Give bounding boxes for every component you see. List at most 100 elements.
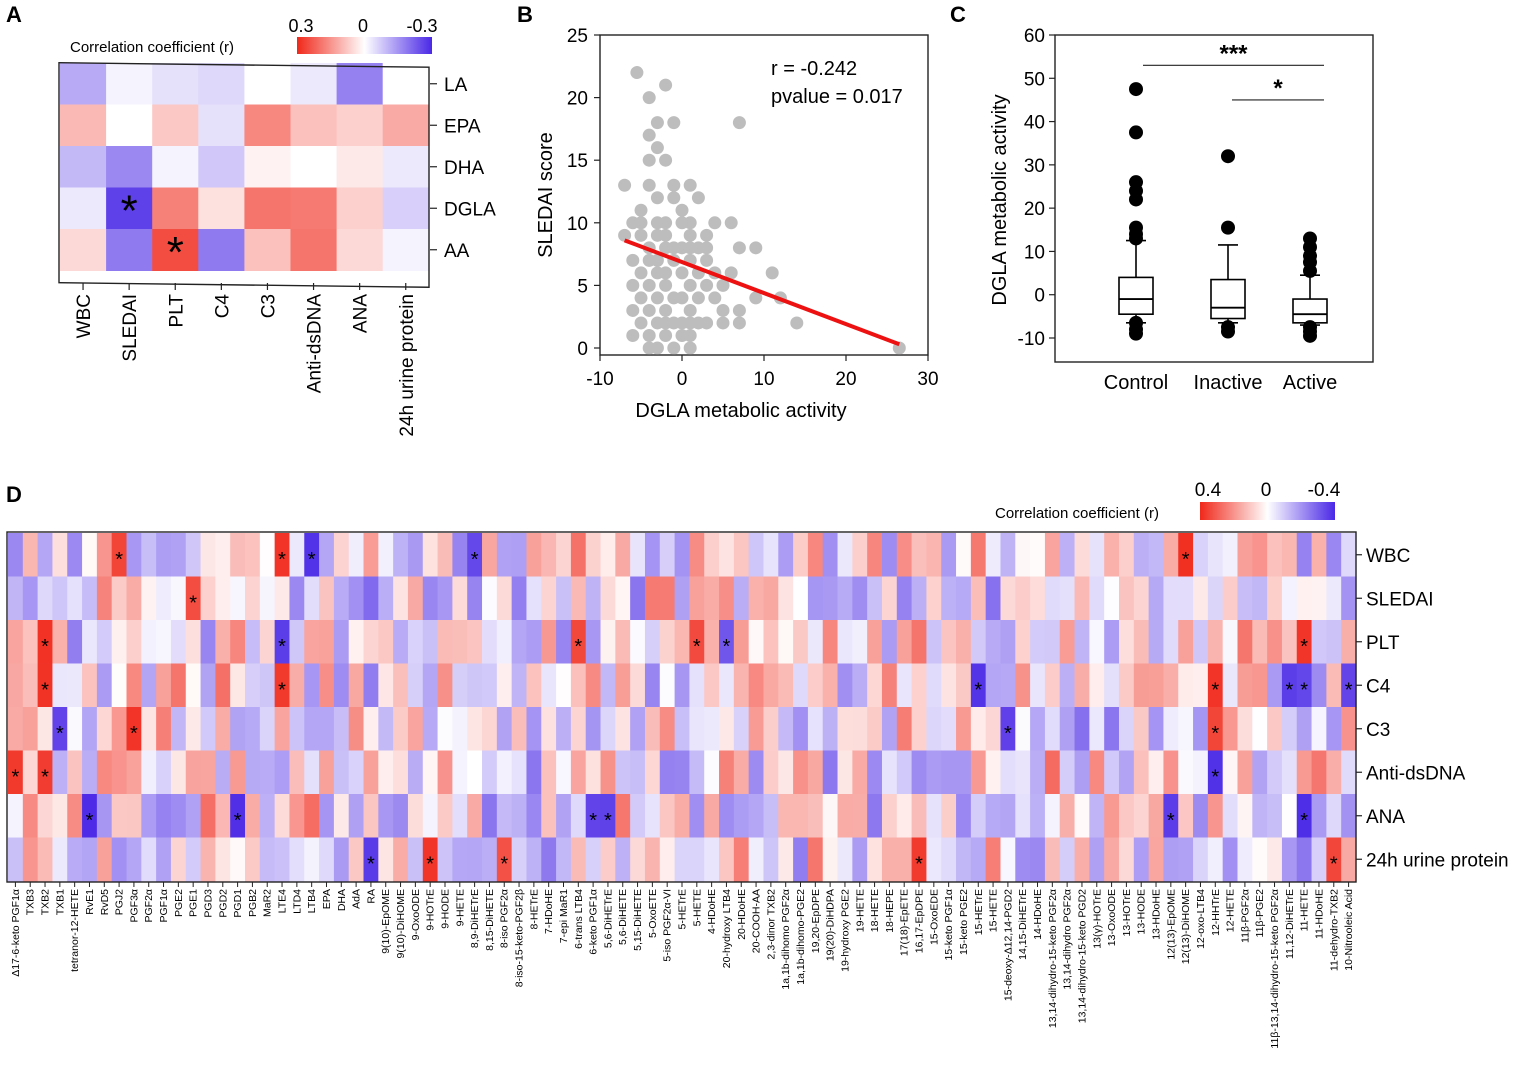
- heatmap-d-cell: [348, 750, 365, 795]
- heatmap-d-cell: [67, 576, 83, 621]
- heatmap-d-col-label: 15-OxoEDE: [928, 889, 940, 945]
- panel-letter-c: C: [950, 2, 966, 27]
- heatmap-d-cell: [245, 750, 261, 795]
- heatmap-d-cell: [348, 837, 365, 882]
- heatmap-d-cell: [156, 794, 172, 839]
- heatmap-d-cell: [1030, 533, 1046, 578]
- heatmap-d-cell: [1296, 663, 1313, 708]
- heatmap-d-cell: [422, 750, 439, 795]
- heatmap-d-cell: [526, 663, 542, 708]
- heatmap-d-cell: [200, 750, 216, 795]
- heatmap-d-cell: [556, 663, 572, 708]
- heatmap-d-cell: [1252, 837, 1268, 882]
- heatmap-d-cell: [852, 576, 868, 621]
- heatmap-d-cell: [422, 837, 439, 882]
- heatmap-d-cell: [200, 576, 216, 621]
- heatmap-d-cell: [926, 794, 942, 839]
- heatmap-d-cell: [467, 576, 483, 621]
- heatmap-d-cell: [482, 620, 498, 665]
- heatmap-d-cell: [674, 837, 691, 882]
- heatmap-d-cell: [659, 620, 676, 665]
- heatmap-d-col-label: 6-trans LTB4: [573, 889, 585, 949]
- heatmap-d-cell: [970, 620, 987, 665]
- heatmap-d-cell: [274, 794, 291, 839]
- heatmap-d-cell: [689, 750, 705, 795]
- heatmap-d-cell: [778, 620, 794, 665]
- heatmap-d-cell: [482, 576, 498, 621]
- heatmap-d-cell: [852, 533, 868, 578]
- heatmap-a-cell: [60, 229, 107, 271]
- heatmap-d-cell: [393, 794, 409, 839]
- heatmap-d-cell: [482, 837, 498, 882]
- heatmap-d-star: *: [56, 723, 64, 745]
- scatter-point: [790, 316, 804, 330]
- heatmap-a-cell: [382, 146, 430, 188]
- heatmap-d-cell: [245, 576, 261, 621]
- heatmap-d-cell: [615, 794, 631, 839]
- heatmap-d-cell: [170, 794, 187, 839]
- heatmap-d-cell: [407, 707, 424, 752]
- heatmap-d-cell: [126, 576, 142, 621]
- heatmap-d-cell: [807, 837, 824, 882]
- heatmap-d-cell: [496, 620, 513, 665]
- heatmap-a-star: *: [167, 228, 184, 277]
- heatmap-d-cell: [215, 750, 231, 795]
- heatmap-d-cell: [82, 794, 98, 839]
- heatmap-d-cell: [437, 794, 453, 839]
- scatter-point: [634, 266, 648, 280]
- heatmap-d-col-label: 5-HETE: [691, 889, 703, 926]
- heatmap-d-cell: [896, 576, 913, 621]
- heatmap-d-cell: [1207, 620, 1224, 665]
- significance-label: ***: [1219, 40, 1248, 67]
- heatmap-d-cell: [333, 707, 350, 752]
- heatmap-a-cell: [106, 229, 153, 271]
- heatmap-d-cell: [185, 663, 202, 708]
- heatmap-d-cell: [1222, 837, 1239, 882]
- heatmap-a-col-label: C3: [258, 294, 279, 318]
- heatmap-d-cell: [1237, 707, 1253, 752]
- heatmap-d-cell: [422, 533, 439, 578]
- heatmap-d-cell: [482, 707, 498, 752]
- scatter-point: [659, 216, 673, 230]
- heatmap-d-cell: [348, 663, 365, 708]
- heatmap-d-cell: [1148, 663, 1165, 708]
- heatmap-d-col-label: 12-HETE: [1225, 889, 1237, 932]
- heatmap-d-cell: [378, 663, 394, 708]
- heatmap-d-cell: [704, 663, 720, 708]
- heatmap-d-cell: [1044, 576, 1061, 621]
- heatmap-d-cell: [1030, 837, 1046, 882]
- heatmap-d-cell: [985, 533, 1002, 578]
- heatmap-d-col-label: 20-COOH-AA: [751, 889, 763, 953]
- heatmap-d-col-label: 9-HETE: [454, 889, 466, 926]
- heatmap-d-col-label: PGE1: [188, 889, 200, 917]
- heatmap-d-cell: [719, 620, 735, 665]
- heatmap-d-cell: [96, 837, 113, 882]
- heatmap-d-cell: [363, 533, 379, 578]
- heatmap-d-cell: [452, 620, 468, 665]
- heatmap-d-cell: [1222, 533, 1239, 578]
- heatmap-d-cell: [422, 707, 439, 752]
- heatmap-d-cell: [363, 750, 379, 795]
- heatmap-d-cell: [644, 707, 661, 752]
- scatter-point: [700, 241, 714, 255]
- outlier-point: [1303, 263, 1317, 278]
- heatmap-d-cell: [1133, 837, 1150, 882]
- heatmap-d-cell: [748, 533, 765, 578]
- heatmap-d-cell: [378, 533, 394, 578]
- heatmap-d-cell: [1104, 837, 1120, 882]
- heatmap-d-cell: [1030, 794, 1046, 839]
- scatter-point: [700, 278, 714, 292]
- heatmap-d-cell: [941, 707, 957, 752]
- heatmap-d-cell: [348, 576, 365, 621]
- panel-letter-d: D: [6, 482, 22, 507]
- heatmap-d-cell: [881, 533, 898, 578]
- heatmap-d-cell: [867, 837, 883, 882]
- heatmap-d-cell: [1089, 620, 1105, 665]
- outlier-point: [1129, 326, 1143, 341]
- scatter-point: [724, 266, 738, 280]
- heatmap-d-cell: [111, 533, 128, 578]
- heatmap-d-cell: [1281, 620, 1298, 665]
- heatmap-d-cell: [230, 533, 246, 578]
- heatmap-d-cell: [1281, 576, 1298, 621]
- box: [1118, 276, 1154, 315]
